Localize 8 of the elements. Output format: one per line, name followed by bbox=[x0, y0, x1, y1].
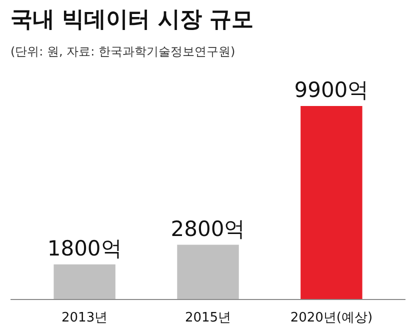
data-label: 1800억 bbox=[47, 236, 122, 260]
data-label: 9900억 bbox=[294, 78, 369, 102]
chart-subtitle: (단위: 원, 자료: 한국과학기술정보연구원) bbox=[10, 44, 236, 58]
x-tick-label: 2013년 bbox=[62, 310, 108, 326]
data-label: 2800억 bbox=[170, 216, 246, 241]
x-tick-label: 2015년 bbox=[184, 310, 232, 326]
x-tick-label: 2020년(예상) bbox=[290, 310, 373, 326]
chart-title: 국내 빅데이터 시장 규모 bbox=[10, 8, 254, 32]
